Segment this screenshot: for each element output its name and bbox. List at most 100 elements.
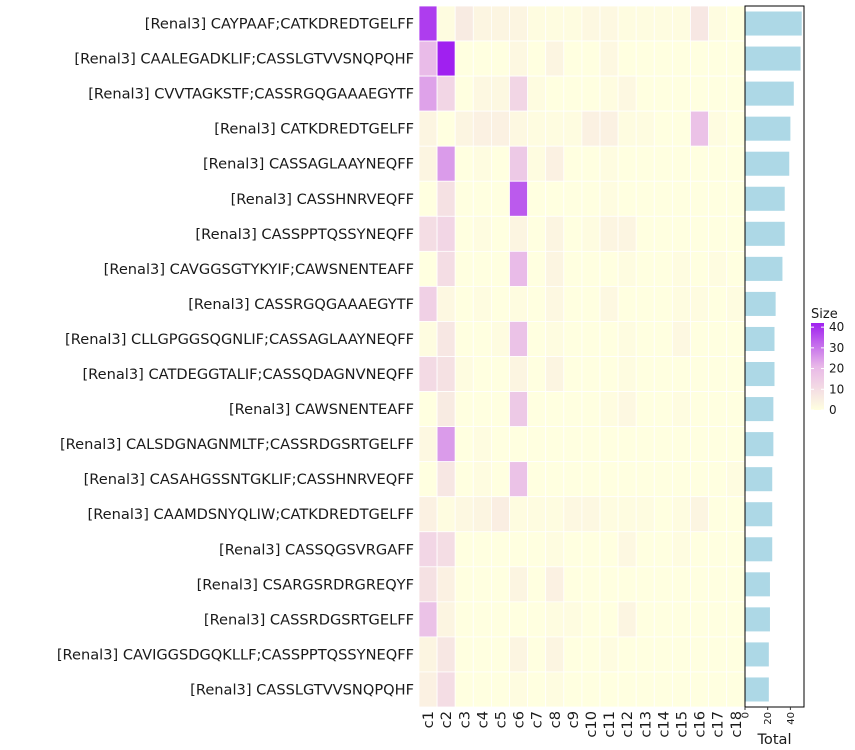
heatmap-cell [527, 356, 547, 392]
total-bar [745, 362, 775, 387]
heatmap-cell [617, 285, 637, 322]
column-label: c8 [547, 711, 564, 728]
heatmap-cell [581, 285, 601, 322]
heatmap-cell [726, 461, 746, 498]
heatmap-cell [635, 566, 655, 603]
total-bar [745, 677, 769, 702]
heatmap-cell [635, 531, 655, 568]
heatmap-cell [418, 110, 438, 147]
legend-color-bar [811, 323, 824, 410]
heatmap-cell [563, 40, 583, 77]
heatmap-cell [490, 285, 510, 322]
heatmap-cell [527, 250, 547, 287]
heatmap-cell [653, 285, 673, 322]
heatmap-cell [490, 110, 510, 147]
heatmap-cell [472, 531, 492, 568]
heatmap-cell [617, 601, 637, 638]
heatmap-cell [509, 461, 529, 498]
heatmap-cell [617, 461, 637, 498]
heatmap-cell [454, 461, 474, 498]
heatmap-cell [726, 566, 746, 603]
legend-tick-label: 10 [829, 382, 844, 396]
heatmap-cell [599, 75, 619, 112]
heatmap-cell [599, 566, 619, 603]
heatmap-cell [581, 566, 601, 603]
heatmap-cell [454, 250, 474, 287]
heatmap-cell [527, 5, 547, 42]
heatmap-cell [563, 250, 583, 287]
total-bar [745, 221, 785, 246]
column-label: c2 [438, 711, 455, 728]
heatmap-cell [545, 40, 565, 77]
heatmap-cell [708, 601, 728, 638]
heatmap-cell [581, 215, 601, 252]
total-axis-tick-label: 0 [741, 712, 752, 718]
row-label: [Renal3] CAALEGADKLIF;CASSLGTVVSNQPQHF [74, 51, 414, 68]
column-label: c18 [728, 711, 745, 738]
heatmap-cell [563, 145, 583, 182]
heatmap-cell [617, 321, 637, 357]
row-label: [Renal3] CAVIGGSDGQKLLF;CASSPPTQSSYNEQFF [57, 646, 414, 663]
heatmap-cell [690, 496, 710, 533]
heatmap-cell [653, 145, 673, 182]
heatmap-cell [690, 321, 710, 357]
heatmap-cell [545, 636, 565, 673]
heatmap-cell [690, 285, 710, 322]
heatmap-cell [726, 145, 746, 182]
heatmap-cell [653, 250, 673, 287]
heatmap-cell [545, 496, 565, 533]
heatmap-cell [690, 356, 710, 392]
row-label: [Renal3] CASSRDGSRTGELFF [204, 611, 414, 628]
row-labels: [Renal3] CAYPAAF;CATKDREDTGELFF [Renal3] … [57, 16, 414, 699]
heatmap-cell [708, 496, 728, 533]
heatmap-cell [545, 110, 565, 147]
heatmap-cell [672, 636, 691, 673]
heatmap-cell [726, 180, 746, 217]
heatmap-cell [490, 531, 510, 568]
heatmap-cell [581, 426, 601, 463]
heatmap-cell [726, 285, 746, 322]
heatmap-cell [563, 75, 583, 112]
column-label: c11 [601, 711, 618, 738]
heatmap-cell [436, 671, 456, 708]
heatmap-cell [653, 5, 673, 42]
heatmap-cell [472, 180, 492, 217]
heatmap-cell [436, 285, 456, 322]
heatmap-cell [509, 321, 529, 357]
column-label: c12 [619, 711, 636, 738]
row-label: [Renal3] CASSAGLAAYNEQFF [203, 156, 414, 173]
heatmap-cell [490, 461, 510, 498]
heatmap-cell [653, 356, 673, 392]
heatmap-cell [454, 110, 474, 147]
heatmap-cell [635, 5, 655, 42]
heatmap-cell [454, 391, 474, 427]
column-label: c3 [456, 711, 473, 728]
heatmap-cell [690, 391, 710, 427]
legend-tick-label: 20 [829, 362, 844, 376]
heatmap-cell [472, 5, 492, 42]
heatmap-cell [563, 636, 583, 673]
total-bar [745, 502, 773, 527]
heatmap-cell [509, 250, 529, 287]
heatmap-cell [436, 496, 456, 533]
heatmap-cell [672, 601, 691, 638]
heatmap-cell [581, 636, 601, 673]
legend-tick-label: 40 [829, 320, 844, 334]
heatmap-cell [617, 531, 637, 568]
legend-tick-label: 0 [829, 403, 837, 417]
heatmap-cell [527, 671, 547, 708]
heatmap-cell [418, 5, 438, 42]
heatmap-cell [509, 636, 529, 673]
heatmap-cell [436, 426, 456, 463]
column-label: c1 [420, 711, 437, 728]
heatmap-cell [545, 356, 565, 392]
heatmap-cell [527, 426, 547, 463]
heatmap-cell [563, 461, 583, 498]
heatmap-cell [708, 426, 728, 463]
heatmap-cell [527, 601, 547, 638]
heatmap-cell [472, 566, 492, 603]
heatmap-cell [490, 40, 510, 77]
heatmap-cells [418, 5, 746, 708]
heatmap-cell [509, 215, 529, 252]
heatmap-cell [472, 636, 492, 673]
